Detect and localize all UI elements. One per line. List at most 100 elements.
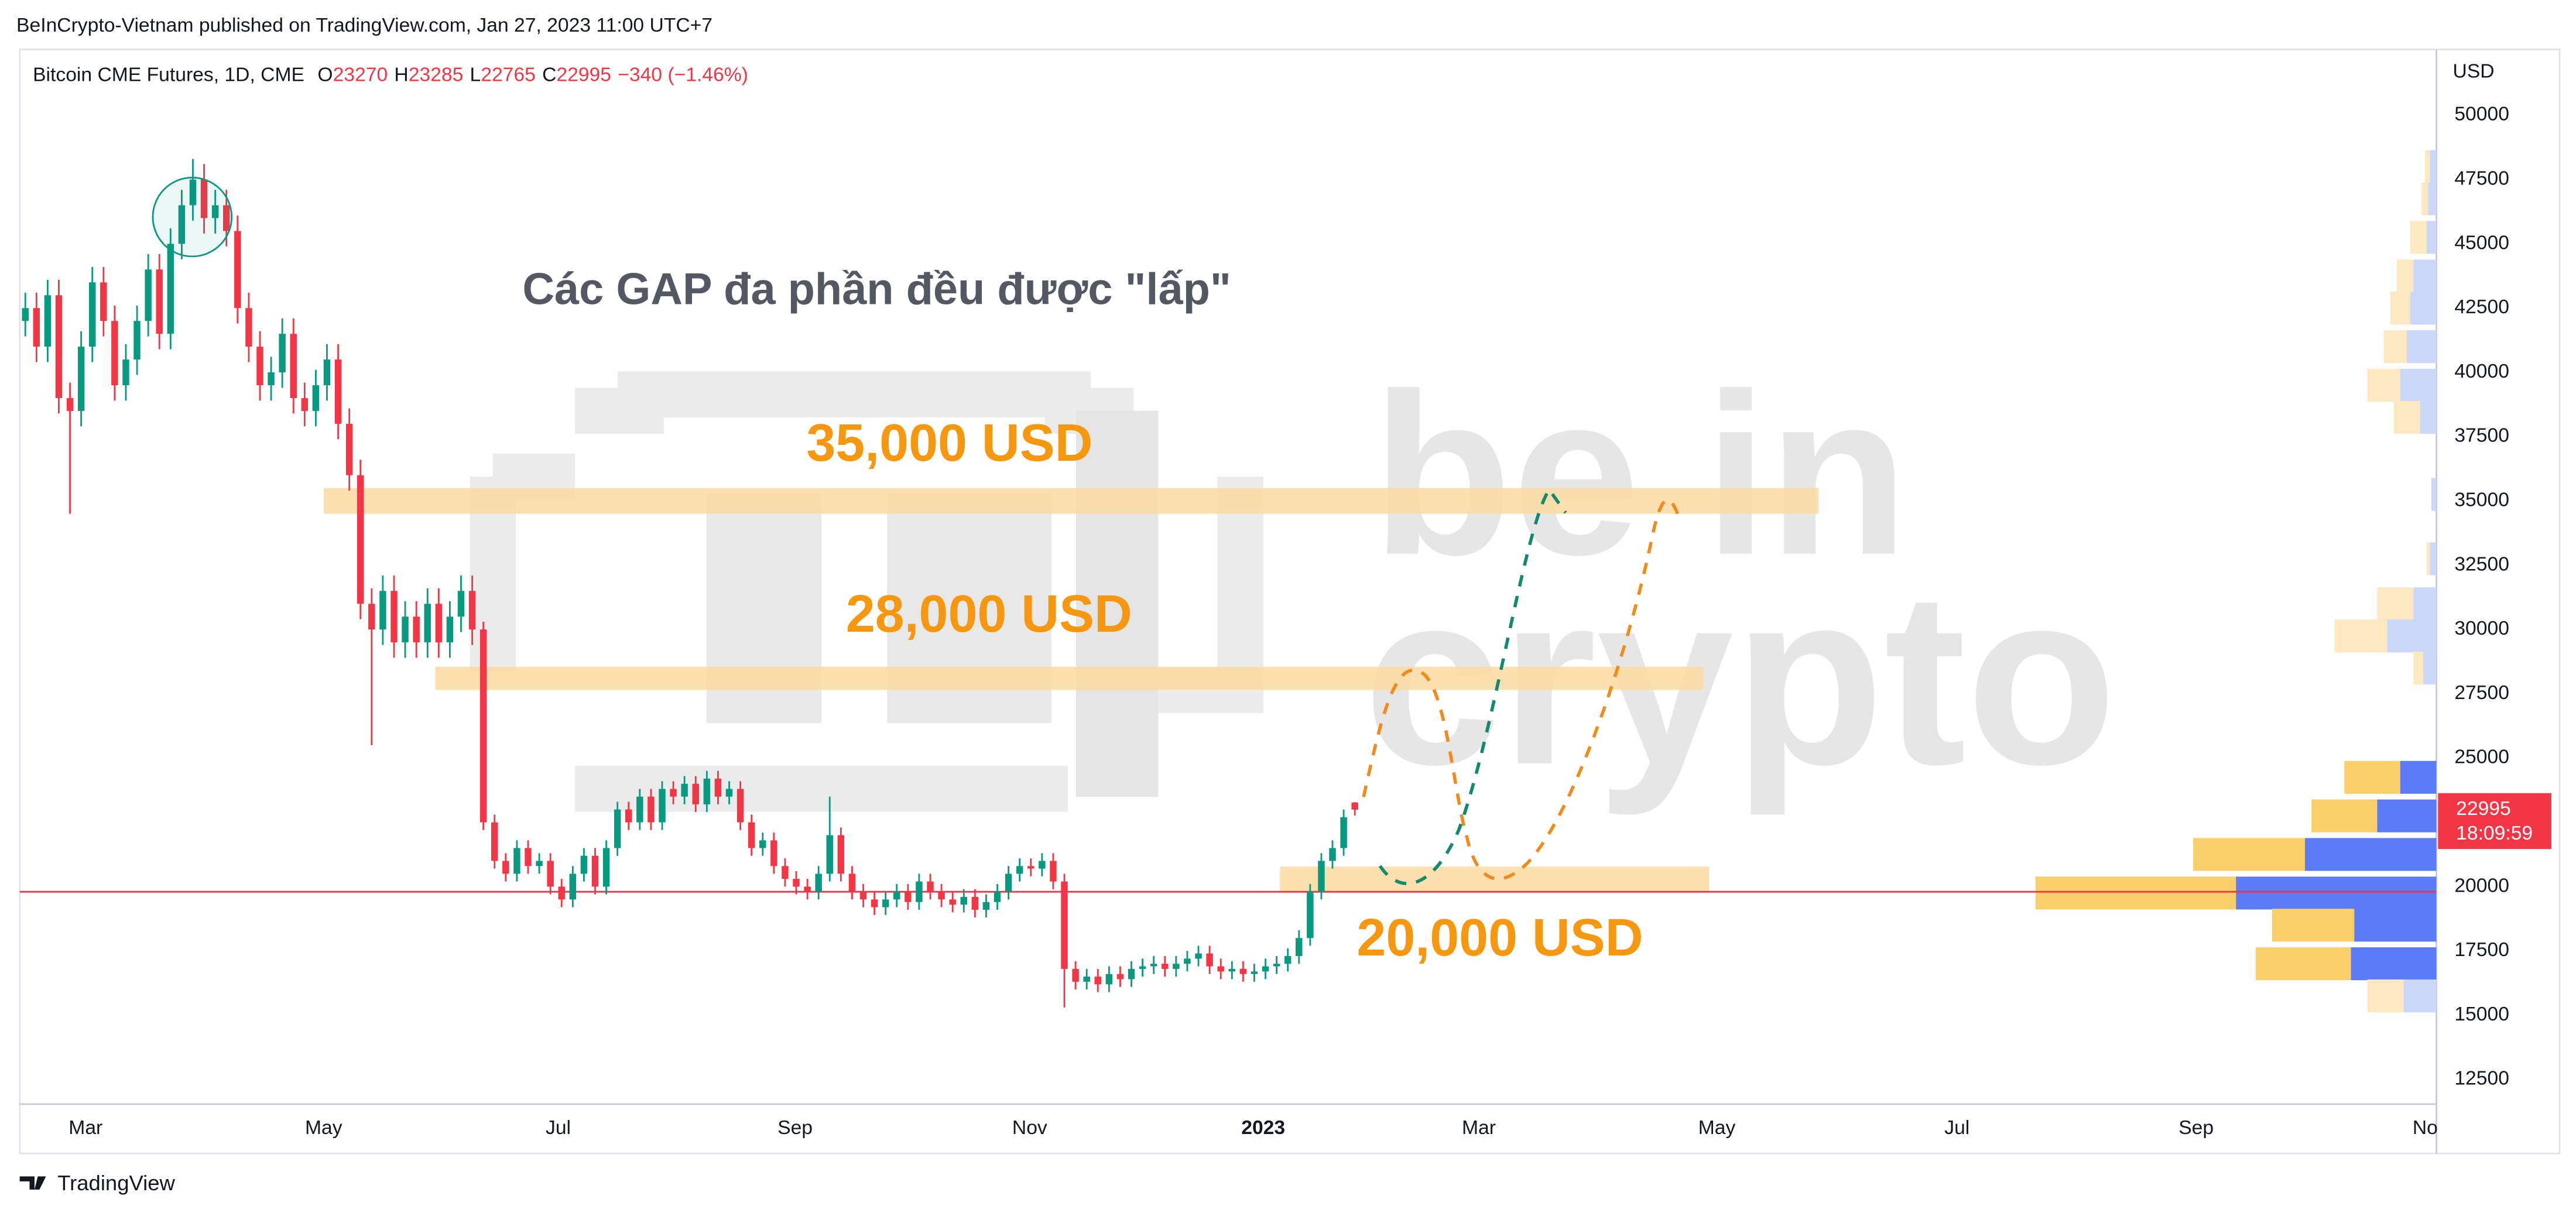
volume-profile-up — [2410, 292, 2437, 325]
watermark-text: be in — [1372, 346, 1909, 603]
candle-body — [268, 372, 275, 385]
candle-body — [1340, 817, 1347, 848]
candle-body — [602, 848, 610, 887]
candle-body — [211, 205, 219, 218]
candle-body — [390, 591, 398, 643]
candle-body — [1173, 964, 1180, 969]
candle-body — [379, 591, 386, 630]
price-label-box — [2438, 793, 2551, 850]
volume-profile-up — [2413, 259, 2437, 293]
candle-body — [502, 861, 509, 874]
projection-path — [1362, 498, 1681, 881]
candle-body — [994, 892, 1001, 902]
candle-body — [1072, 968, 1079, 982]
volume-profile-up — [2236, 876, 2437, 910]
candle-body — [200, 179, 208, 218]
zone-label: 20,000 USD — [1356, 909, 1643, 967]
candle-body — [1083, 977, 1090, 982]
volume-profile-down — [2397, 259, 2414, 293]
y-tick-label: 40000 — [2454, 361, 2509, 382]
candle-body — [111, 321, 118, 385]
volume-profile-up — [2426, 221, 2437, 254]
candle-body — [536, 861, 543, 866]
legend-item: 22995 — [556, 64, 611, 85]
candle-body — [178, 205, 186, 244]
candle-body — [770, 840, 777, 866]
candle-body — [614, 809, 621, 848]
x-tick-label: Jul — [546, 1117, 571, 1139]
volume-profile-up — [2430, 542, 2437, 576]
candle-body — [234, 231, 241, 309]
candle-body — [1329, 848, 1336, 861]
legend-item: Bitcoin CME Futures, 1D, CME — [33, 64, 304, 85]
candle-body — [547, 861, 554, 887]
candle-body — [77, 347, 85, 411]
candle-body — [189, 179, 197, 205]
candle-body — [1217, 966, 1224, 972]
volume-profile-down — [2311, 799, 2378, 833]
x-tick-label: Jul — [1944, 1117, 1969, 1139]
candle-body — [859, 892, 867, 900]
y-tick-label: 47500 — [2454, 168, 2509, 190]
candle-body — [368, 604, 375, 630]
candle-body — [156, 269, 163, 334]
tradingview-logo — [19, 1176, 46, 1190]
candle-body — [837, 835, 845, 874]
x-tick-label: No — [2413, 1117, 2438, 1139]
volume-profile-up — [2351, 947, 2437, 981]
volume-profile-down — [2413, 652, 2424, 685]
y-tick-label: 42500 — [2454, 296, 2509, 318]
candle-body — [882, 899, 889, 907]
volume-profile-down — [2377, 587, 2414, 621]
candle-body — [1116, 974, 1124, 979]
x-tick-label: Mar — [1462, 1117, 1496, 1139]
volume-profile-up — [2423, 652, 2437, 685]
candle-body — [100, 282, 107, 321]
y-tick-label: 15000 — [2454, 1003, 2509, 1025]
candle-body — [815, 874, 822, 892]
candle-body — [1251, 971, 1258, 974]
candle-body — [323, 359, 331, 385]
volume-profile-up — [2377, 799, 2437, 833]
volume-profile-up — [2400, 761, 2437, 794]
x-tick-label: Nov — [1012, 1117, 1047, 1139]
candle-body — [345, 423, 353, 475]
candle-body — [424, 604, 431, 643]
frame — [19, 49, 2561, 1155]
candle-body — [1039, 861, 1046, 869]
candle-body — [1262, 966, 1269, 972]
candle-body — [949, 899, 956, 905]
zone-label: 28,000 USD — [846, 585, 1132, 643]
annotation-title: Các GAP đa phần đều được "lấp" — [522, 265, 1231, 314]
volume-profile-up — [2354, 909, 2437, 942]
y-tick-label: 50000 — [2454, 104, 2509, 125]
volume-profile-up — [2431, 478, 2437, 511]
volume-profile-up — [2304, 838, 2437, 871]
volume-profile-up — [2403, 979, 2437, 1013]
candle-body — [580, 855, 588, 874]
candle-body — [1139, 966, 1146, 969]
candle-body — [659, 789, 666, 823]
candle-body — [648, 796, 655, 823]
x-tick-label: May — [1698, 1117, 1736, 1139]
volume-profile-down — [2255, 947, 2351, 981]
candle-body — [782, 866, 789, 879]
volume-profile-down — [2410, 221, 2427, 254]
candle-body — [88, 282, 96, 347]
candle-body — [893, 892, 900, 900]
candle-body — [927, 881, 934, 892]
volume-profile-down — [2344, 761, 2400, 794]
candle-body — [591, 855, 599, 887]
candle-body — [1296, 938, 1303, 956]
candle-body — [681, 783, 688, 797]
y-tick-label: 27500 — [2454, 682, 2509, 704]
y-tick-label: 30000 — [2454, 618, 2509, 639]
legend-item: L — [470, 64, 481, 85]
candle-body — [491, 822, 498, 861]
candle-body — [55, 295, 63, 398]
y-tick-label: 17500 — [2454, 939, 2509, 961]
y-tick-label: 45000 — [2454, 232, 2509, 254]
